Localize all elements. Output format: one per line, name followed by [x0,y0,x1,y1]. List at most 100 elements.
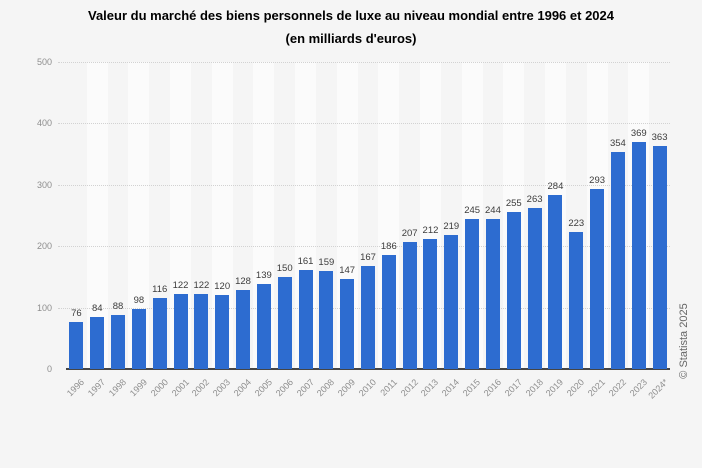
bar-value-label: 116 [152,283,168,295]
bar-value-label: 76 [71,308,82,320]
bar-1996 [69,322,84,369]
x-axis-label: 1997 [86,377,108,399]
bar-value-label: 161 [297,256,314,268]
bar-1999 [131,308,146,369]
x-axis-label: 2009 [336,377,358,399]
x-axis-label: 2012 [398,377,420,399]
bar-value-label: 98 [133,294,145,306]
x-axis-label: 2008 [315,377,337,399]
bar-value-label: 122 [172,280,189,292]
y-axis-label: 300 [36,179,52,190]
bar-value-label: 207 [401,227,418,239]
bar-2001 [173,294,188,369]
bar-2009 [340,278,355,369]
bar-2013 [423,238,438,369]
bar-value-label: 84 [91,303,103,315]
x-axis-label: 2024* [645,377,670,401]
y-axis-label: 100 [36,302,52,313]
x-axis-label: 2023 [627,377,649,399]
bar-2011 [381,254,396,369]
bar-2004 [236,290,251,369]
statista-watermark: © Statista 2025 [678,303,690,379]
bar-value-label: 284 [547,180,564,192]
bar-value-label: 293 [589,175,606,187]
bar-2024* [652,146,667,369]
bar-2003 [215,295,230,369]
chart-title: Valeur du marché des biens personnels de… [88,8,614,23]
x-axis-label: 1996 [65,377,87,399]
bar-1997 [90,317,105,369]
bar-2008 [319,271,334,369]
bar-value-label: 88 [112,300,124,312]
column-band [170,62,191,369]
x-axis-label: 2001 [169,377,191,399]
bar-value-label: 354 [609,137,626,149]
bar-2012 [402,241,417,369]
bar-value-label: 186 [380,240,397,252]
x-axis-label: 2003 [211,377,233,399]
x-axis-label: 2013 [419,377,441,399]
x-axis-label: 2020 [565,377,587,399]
bar-2014 [444,234,459,369]
gridline [58,123,670,125]
gridline [58,184,670,186]
bar-value-label: 150 [276,262,293,274]
bar-2021 [590,189,605,369]
gridline [58,246,670,248]
x-axis-label: 2006 [273,377,295,399]
bar-value-label: 363 [651,132,668,144]
y-axis-label: 0 [46,364,52,374]
x-axis-label: 2004 [231,377,254,399]
bar-2017 [506,212,521,369]
x-axis-label: 2016 [481,377,504,399]
gridline [58,62,670,63]
bar-value-label: 139 [255,269,272,281]
bar-2023 [631,142,646,369]
x-axis-label: 2022 [606,377,628,399]
bar-2002 [194,294,209,369]
bar-value-label: 159 [318,257,335,269]
bar-value-label: 120 [214,281,231,293]
bar-2020 [569,232,584,369]
y-axis-label: 500 [36,57,52,67]
bar-2022 [610,151,625,369]
x-axis-label: 2017 [502,377,524,399]
bar-value-label: 244 [485,205,501,217]
column-band [211,62,233,369]
bar-2007 [298,270,313,369]
y-axis-label: 400 [36,118,52,129]
bar-2000 [152,297,167,369]
bar-value-label: 219 [443,220,460,232]
bar-value-label: 245 [464,204,481,216]
column-band [128,62,150,369]
bar-2006 [277,276,292,369]
bar-2010 [361,266,375,369]
bar-value-label: 263 [526,193,543,205]
bar-1998 [111,314,126,369]
column-band [86,62,108,369]
x-axis-label: 2018 [523,377,545,399]
x-axis-label: 2015 [460,377,483,399]
x-axis-label: 1999 [127,377,149,399]
bar-value-label: 128 [235,276,251,288]
x-axis-label: 2007 [294,377,316,399]
x-axis-label: 1998 [106,377,129,399]
bar-2018 [527,207,542,369]
bar-2019 [548,194,563,369]
bar-value-label: 167 [360,252,376,264]
bar-2016 [485,219,500,369]
bar-2015 [465,218,480,369]
bar-2005 [256,283,271,369]
bar-value-label: 122 [193,280,210,292]
chart-subtitle: (en milliards d'euros) [285,31,417,46]
x-axis-label: 2011 [378,377,399,398]
x-axis-label: 2002 [190,377,212,399]
x-axis-label: 2010 [356,377,379,399]
x-axis-label: 2021 [585,377,608,399]
bar-value-label: 147 [339,264,356,276]
x-axis-label: 2019 [544,377,566,399]
bar-value-label: 369 [630,128,647,140]
y-axis-label: 200 [36,241,52,252]
x-axis-label: 2014 [440,377,462,399]
